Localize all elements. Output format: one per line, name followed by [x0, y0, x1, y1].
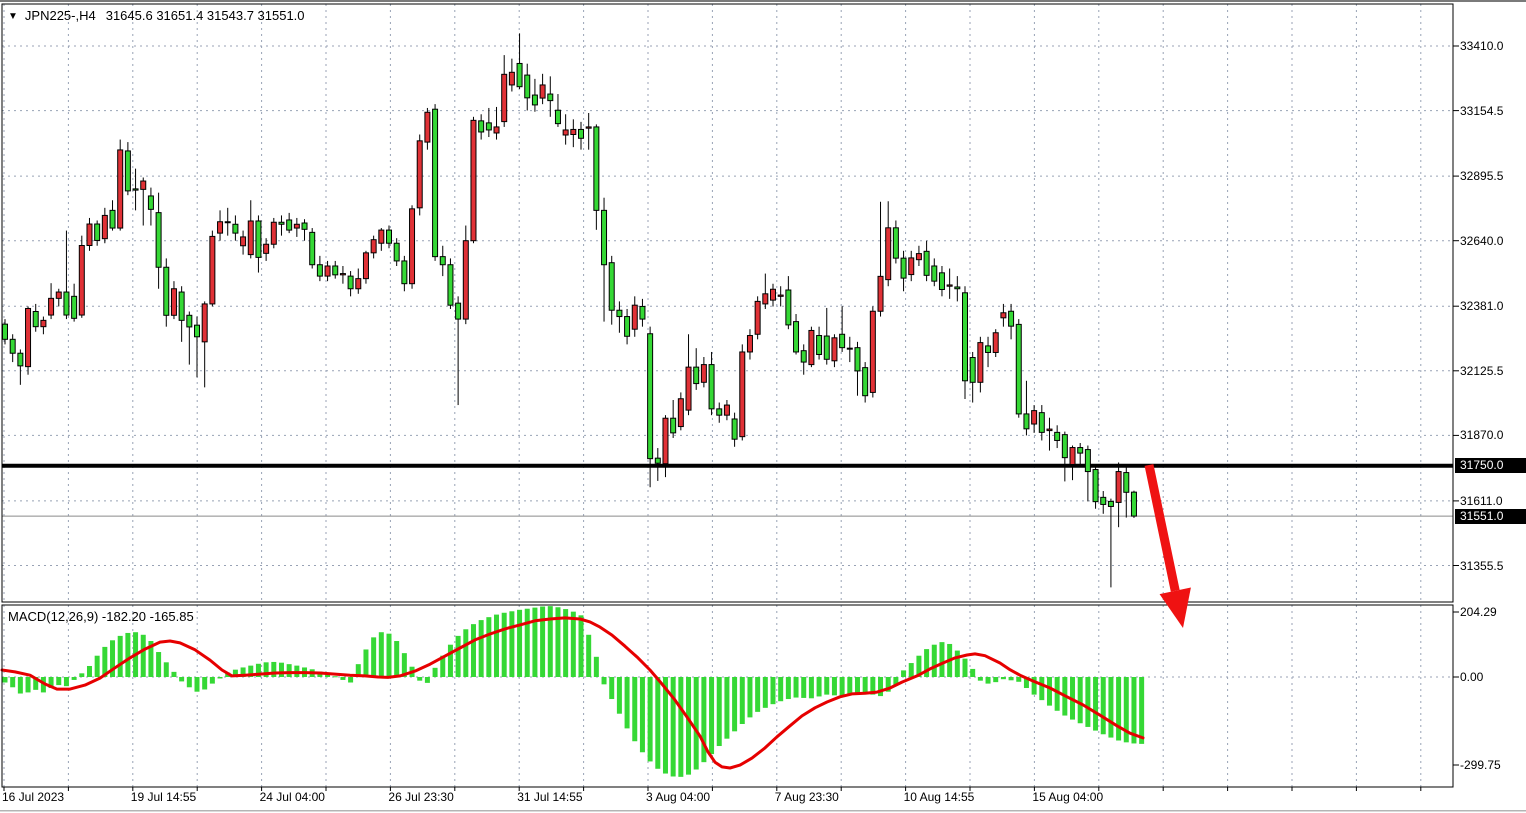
- resistance-level-badge: 31750.0: [1455, 458, 1526, 474]
- time-axis-label: 16 Jul 2023: [2, 790, 65, 804]
- main-pane-border: [1, 3, 1454, 603]
- price-axis-label: 33410.0: [1460, 39, 1504, 53]
- pane-borders: [1, 3, 1454, 788]
- time-axis-label: 19 Jul 14:55: [130, 790, 197, 804]
- current-price-badge: 31551.0: [1455, 508, 1526, 524]
- level-lines-layer: [2, 463, 1453, 517]
- macd-histogram-layer: [2, 606, 1145, 777]
- price-axis-label: 31870.0: [1460, 428, 1504, 443]
- macd-pane-border: [1, 604, 1454, 788]
- price-axis-label: 33154.5: [1460, 103, 1504, 118]
- time-axis-label: 7 Aug 23:30: [774, 790, 839, 804]
- macd-axis-label: 0.00: [1460, 670, 1484, 684]
- candles-layer: [2, 33, 1137, 588]
- window-top-edge: [0, 0, 1526, 2]
- time-axis-label: 31 Jul 14:55: [517, 790, 583, 804]
- indicator-label: MACD(12,26,9) -182.20 -165.85: [8, 609, 194, 624]
- time-axis-label: 15 Aug 04:00: [1032, 790, 1104, 804]
- price-axis-label: 31355.5: [1460, 558, 1504, 573]
- macd-axis-label: 204.29: [1460, 605, 1497, 619]
- chart-title: ▼ JPN225-,H4 31645.6 31651.4 31543.7 31551…: [8, 8, 305, 23]
- symbol-dropdown-icon[interactable]: ▼: [8, 11, 18, 22]
- time-axis-label: 26 Jul 23:30: [388, 790, 454, 804]
- macd-signal-line: [0, 616, 1145, 770]
- price-axis-label: 32381.0: [1460, 299, 1504, 314]
- price-axis-label: 32640.0: [1460, 233, 1504, 248]
- sell-arrow-annotation[interactable]: [1144, 464, 1191, 628]
- ohlc-quote-label: 31645.6 31651.4 31543.7 31551.0: [105, 8, 305, 23]
- time-axis-label: 10 Aug 14:55: [903, 790, 975, 804]
- price-axis-label: 31611.0: [1460, 493, 1503, 508]
- window-bottom-edge: [0, 810, 1526, 812]
- macd-axis-label: -299.75: [1460, 758, 1501, 772]
- axis-ticks: [3, 45, 1459, 791]
- symbol-period-label: JPN225-,H4: [24, 8, 96, 23]
- price-axis-label: 32125.5: [1460, 363, 1504, 378]
- time-axis-label: 3 Aug 04:00: [646, 790, 711, 804]
- time-axis-label: 24 Jul 04:00: [259, 790, 325, 804]
- price-axis-label: 32895.5: [1460, 169, 1504, 184]
